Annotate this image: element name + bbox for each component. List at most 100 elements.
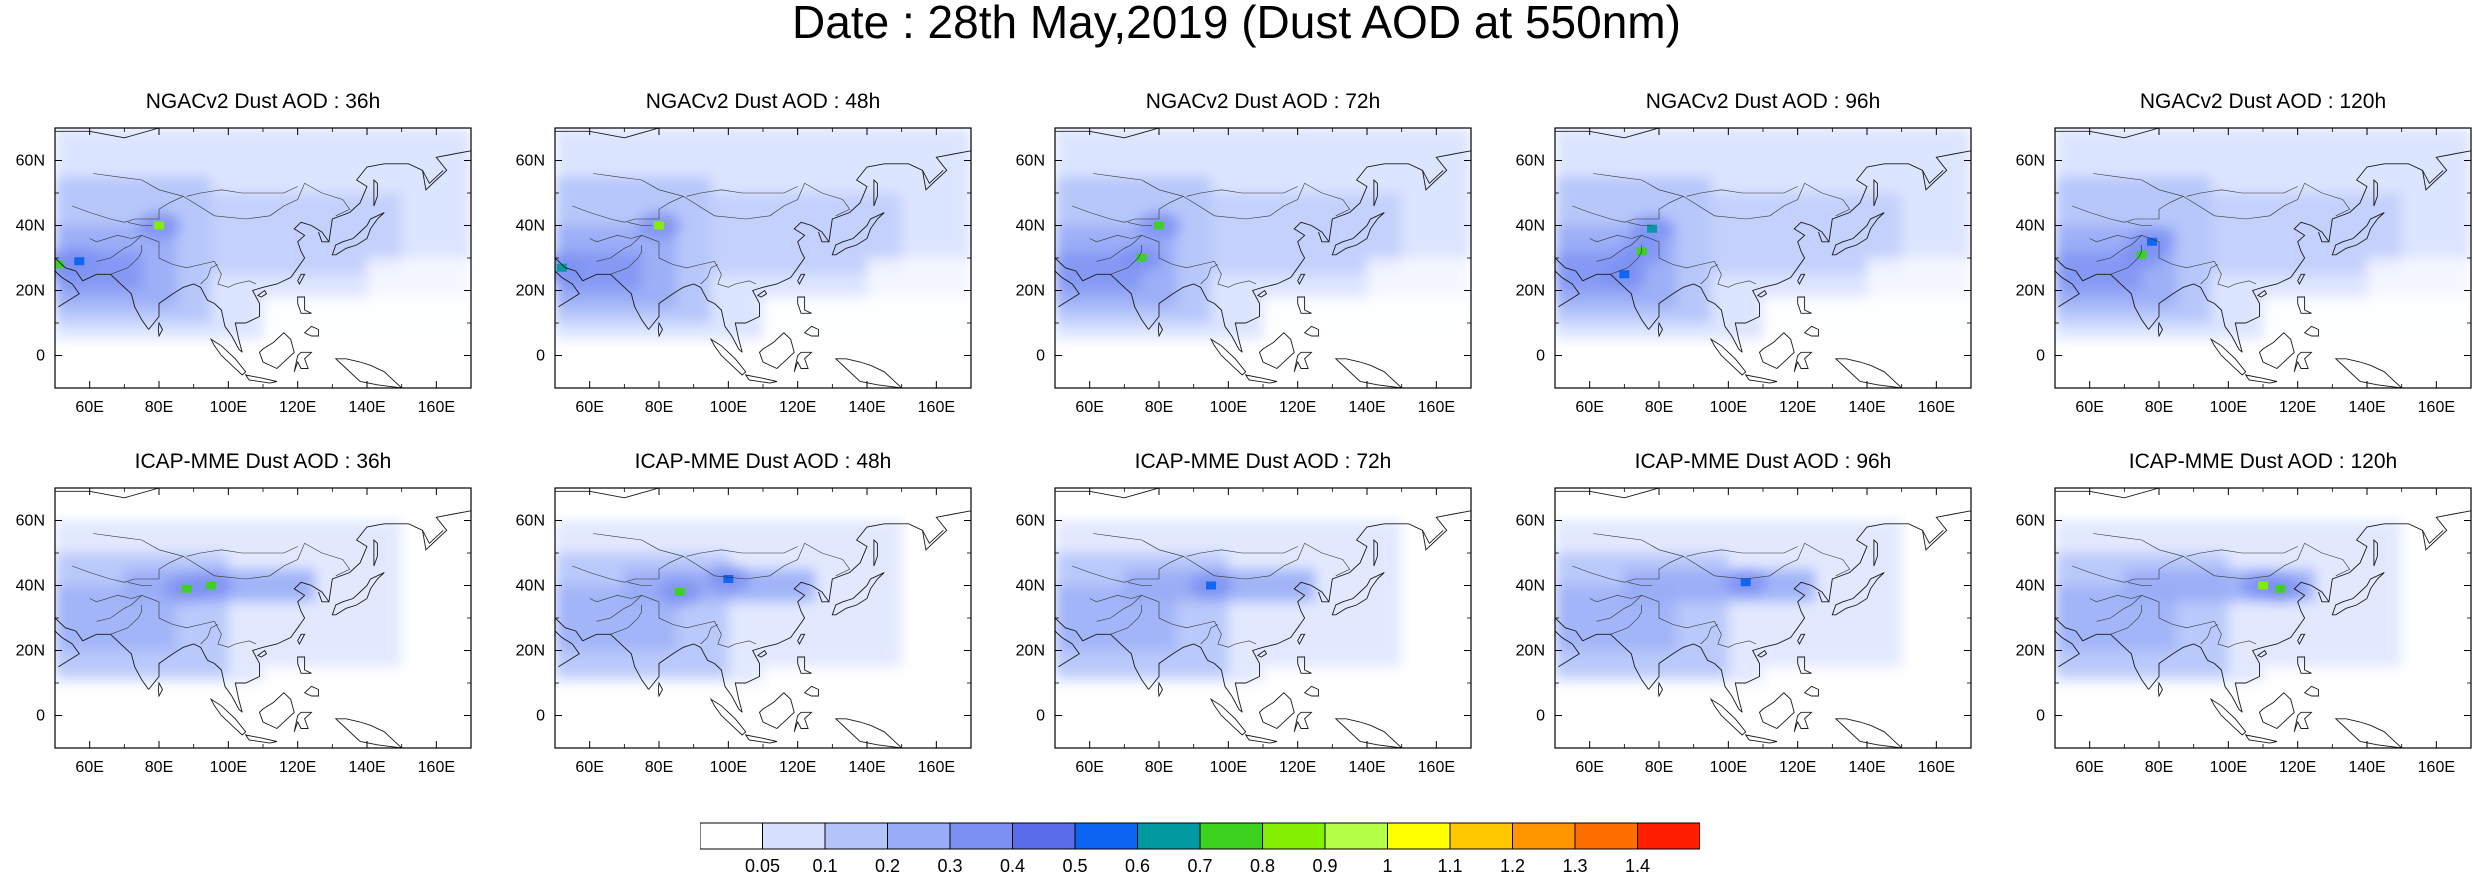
lon-tick-label: 160E xyxy=(1918,399,1955,416)
lon-tick-label: 140E xyxy=(1348,399,1385,416)
lat-tick-label: 20N xyxy=(1016,643,1045,660)
lat-tick-label: 0 xyxy=(1536,708,1545,725)
dust-aod-map: 60E 80E 100E 120E 140E 160E 60N 40N 20N 0 xyxy=(16,487,472,776)
colorbar-label: 1 xyxy=(1382,856,1392,876)
lon-tick-label: 140E xyxy=(2348,759,2385,776)
panel-title: ICAP-MME Dust AOD : 36h xyxy=(134,450,392,473)
lat-tick-label: 60N xyxy=(1516,153,1545,170)
lon-tick-label: 120E xyxy=(1279,759,1316,776)
lon-tick-label: 120E xyxy=(1779,399,1816,416)
lat-tick-label: 60N xyxy=(1516,513,1545,530)
colorbar-label: 1.3 xyxy=(1562,856,1587,876)
colorbar-swatch xyxy=(949,822,1013,850)
lat-tick-label: 60N xyxy=(516,513,545,530)
panel-title: NGACv2 Dust AOD : 120h xyxy=(2139,90,2387,113)
lat-tick-label: 60N xyxy=(16,513,45,530)
lat-tick-label: 0 xyxy=(536,708,545,725)
lon-tick-label: 60E xyxy=(575,399,603,416)
colorbar-swatch xyxy=(1512,822,1576,850)
lat-tick-label: 20N xyxy=(16,283,45,300)
lat-tick-label: 0 xyxy=(1036,708,1045,725)
lat-tick-label: 40N xyxy=(2016,218,2045,235)
lat-tick-label: 60N xyxy=(1016,153,1045,170)
colorbar-swatch xyxy=(1012,822,1076,850)
dust-aod-map: 60E 80E 100E 120E 140E 160E 60N 40N 20N 0 xyxy=(1516,487,1972,776)
colorbar-swatch xyxy=(1449,822,1513,850)
colorbar-label: 1.2 xyxy=(1500,856,1525,876)
lat-tick-label: 20N xyxy=(1516,643,1545,660)
lat-tick-label: 0 xyxy=(1036,348,1045,365)
map-panel-icap-96: ICAP-MME Dust AOD : 96h 60E 80E 100E 120E 140… xyxy=(1500,450,1980,810)
map-panel-icap-48: ICAP-MME Dust AOD : 48h 60E 80E 100E 120E 140… xyxy=(500,450,980,810)
lon-tick-label: 60E xyxy=(75,759,103,776)
colorbar-swatch xyxy=(1074,822,1138,850)
colorbar-label: 0.5 xyxy=(1062,856,1087,876)
lon-tick-label: 140E xyxy=(348,759,385,776)
colorbar-label: 0.2 xyxy=(875,856,900,876)
dust-aod-map: 60E 80E 100E 120E 140E 160E 60N 40N 20N 0 xyxy=(516,127,972,416)
lat-tick-label: 20N xyxy=(1016,283,1045,300)
lat-tick-label: 60N xyxy=(516,153,545,170)
panel-title: ICAP-MME Dust AOD : 96h xyxy=(1634,450,1892,473)
lon-tick-label: 120E xyxy=(779,759,816,776)
lon-tick-label: 100E xyxy=(2210,399,2247,416)
lon-tick-label: 120E xyxy=(2279,759,2316,776)
dust-aod-map: 60E 80E 100E 120E 140E 160E 60N 40N 20N 0 xyxy=(1016,127,1472,416)
panel-title: ICAP-MME Dust AOD : 120h xyxy=(2128,450,2398,473)
lon-tick-label: 140E xyxy=(1348,759,1385,776)
panel-title: NGACv2 Dust AOD : 48h xyxy=(645,90,881,113)
lon-tick-label: 160E xyxy=(418,759,455,776)
lon-tick-label: 120E xyxy=(279,759,316,776)
colorbar-swatch xyxy=(1324,822,1388,850)
lon-tick-label: 80E xyxy=(2145,399,2173,416)
lon-tick-label: 80E xyxy=(645,759,673,776)
colorbar-label: 0.1 xyxy=(812,856,837,876)
lat-tick-label: 20N xyxy=(516,643,545,660)
lat-tick-label: 20N xyxy=(2016,643,2045,660)
lat-tick-label: 0 xyxy=(2036,708,2045,725)
map-panel-icap-72: ICAP-MME Dust AOD : 72h 60E 80E 100E 120E 140… xyxy=(1000,450,1480,810)
map-panel-icap-120: ICAP-MME Dust AOD : 120h 60E 80E 100E 120E 14… xyxy=(2000,450,2473,810)
lon-tick-label: 60E xyxy=(1075,399,1103,416)
lon-tick-label: 160E xyxy=(418,399,455,416)
panel-title: NGACv2 Dust AOD : 72h xyxy=(1145,90,1381,113)
lon-tick-label: 120E xyxy=(279,399,316,416)
lat-tick-label: 40N xyxy=(516,578,545,595)
colorbar-swatch xyxy=(1637,822,1700,850)
lon-tick-label: 140E xyxy=(1848,759,1885,776)
aod-colorbar: 0.05 0.1 0.2 0.3 0.4 0.5 0.6 0.7 0.8 0.9 1 1.1 1.2 1.… xyxy=(700,822,1700,876)
colorbar-swatch xyxy=(1199,822,1263,850)
panel-title: ICAP-MME Dust AOD : 72h xyxy=(1134,450,1392,473)
lat-tick-label: 20N xyxy=(2016,283,2045,300)
lat-tick-label: 0 xyxy=(36,348,45,365)
lat-tick-label: 0 xyxy=(2036,348,2045,365)
lat-tick-label: 60N xyxy=(1016,513,1045,530)
lon-tick-label: 80E xyxy=(145,759,173,776)
lat-tick-label: 20N xyxy=(516,283,545,300)
colorbar-label: 0.7 xyxy=(1187,856,1212,876)
lon-tick-label: 120E xyxy=(2279,399,2316,416)
lon-tick-label: 60E xyxy=(2075,759,2103,776)
lat-tick-label: 40N xyxy=(1016,218,1045,235)
lon-tick-label: 160E xyxy=(918,759,955,776)
lat-tick-label: 40N xyxy=(1516,578,1545,595)
lon-tick-label: 60E xyxy=(2075,399,2103,416)
panel-title: ICAP-MME Dust AOD : 48h xyxy=(634,450,892,473)
colorbar-swatch xyxy=(762,822,826,850)
lon-tick-label: 160E xyxy=(2418,399,2455,416)
lon-tick-label: 120E xyxy=(1779,759,1816,776)
lon-tick-label: 100E xyxy=(210,399,247,416)
colorbar-swatch xyxy=(887,822,951,850)
lat-tick-label: 40N xyxy=(1516,218,1545,235)
lat-tick-label: 40N xyxy=(1016,578,1045,595)
lon-tick-label: 60E xyxy=(1075,759,1103,776)
lon-tick-label: 140E xyxy=(2348,399,2385,416)
lat-tick-label: 60N xyxy=(2016,153,2045,170)
map-panel-ngac-120: NGACv2 Dust AOD : 120h 60E 80E 100E 120E 140E… xyxy=(2000,90,2473,450)
lon-tick-label: 80E xyxy=(2145,759,2173,776)
lat-tick-label: 40N xyxy=(16,218,45,235)
lat-tick-label: 60N xyxy=(2016,513,2045,530)
colorbar-label: 1.1 xyxy=(1437,856,1462,876)
dust-aod-map: 60E 80E 100E 120E 140E 160E 60N 40N 20N 0 xyxy=(16,127,472,416)
colorbar-label: 0.4 xyxy=(1000,856,1025,876)
